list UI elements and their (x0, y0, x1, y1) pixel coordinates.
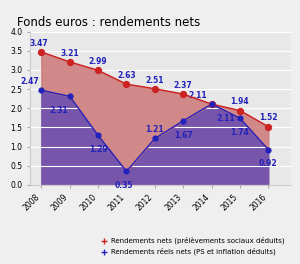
Point (39, 88, 44, 92)
Point (209, 102, 214, 106)
Text: 0.92: 0.92 (259, 159, 278, 168)
Point (209, 102, 214, 106)
Point (181, 119, 186, 123)
Point (266, 148, 271, 152)
Point (96, 133, 100, 138)
Point (181, 92, 186, 96)
Point (152, 87, 157, 91)
Point (266, 125, 271, 129)
Legend: Rendements nets (prélèvements sociaux déduits), Rendements réels nets (PS et inf: Rendements nets (prélèvements sociaux dé… (98, 234, 287, 258)
Text: 2.11: 2.11 (216, 114, 235, 123)
Text: 3.21: 3.21 (60, 49, 79, 58)
Point (67, 94, 72, 98)
Text: 2.31: 2.31 (49, 106, 68, 115)
Point (39, 50, 44, 54)
Point (124, 82, 129, 86)
Text: 2.47: 2.47 (21, 77, 40, 86)
Text: 1.67: 1.67 (174, 131, 193, 140)
Text: 0.35: 0.35 (114, 181, 133, 190)
Text: 2.99: 2.99 (89, 57, 107, 66)
Text: 1.74: 1.74 (231, 128, 249, 137)
Text: 2.63: 2.63 (117, 71, 136, 80)
Text: 3.47: 3.47 (29, 39, 48, 48)
Text: 1.29: 1.29 (89, 145, 107, 154)
Point (124, 169, 129, 173)
Point (238, 116, 242, 120)
Text: 2.11: 2.11 (188, 91, 207, 100)
Point (67, 60, 72, 64)
Text: 1.52: 1.52 (259, 114, 278, 122)
Text: 1.21: 1.21 (146, 125, 164, 134)
Text: 2.37: 2.37 (174, 81, 193, 90)
Text: Fonds euros : rendements nets: Fonds euros : rendements nets (17, 16, 200, 29)
Text: 2.51: 2.51 (146, 76, 164, 84)
Point (96, 68, 100, 72)
Point (238, 109, 242, 113)
Text: 1.94: 1.94 (231, 97, 249, 106)
Point (152, 136, 157, 141)
